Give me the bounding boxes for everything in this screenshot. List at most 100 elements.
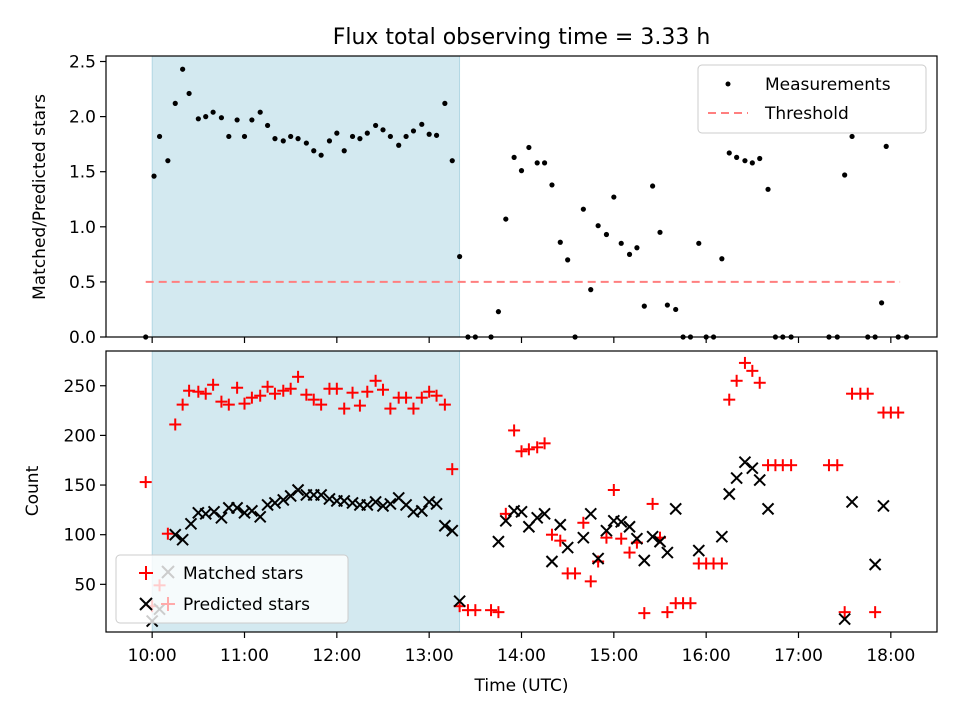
matched-star-point [492, 606, 505, 619]
measurement-point [618, 240, 624, 246]
measurement-point [249, 117, 255, 123]
predicted-star-point [453, 595, 466, 608]
measurement-point [726, 150, 732, 156]
top-y-ticks: 0.0 0.5 1.0 1.5 2.0 2.5 [69, 53, 106, 348]
legend-threshold-label: Threshold [764, 104, 849, 124]
measurement-point [518, 168, 525, 174]
legend-predicted-marker [139, 597, 153, 611]
top-legend-box [697, 64, 927, 134]
matched-star-point [623, 546, 636, 559]
matched-star-point [746, 364, 759, 377]
bottom-y-tick-label: 50 [74, 575, 96, 595]
matched-star-point [892, 406, 905, 419]
matched-star-point [369, 374, 382, 387]
measurement-point [396, 142, 402, 148]
predicted-star-point [838, 612, 851, 626]
predicted-star-point [284, 489, 297, 503]
bottom-y-tick-label: 100 [64, 526, 96, 546]
measurement-point [580, 206, 586, 212]
measurement-point [226, 133, 232, 140]
bottom-legend-box [115, 554, 349, 624]
top-y-tick-label: 2.0 [69, 108, 96, 128]
measurement-point [195, 116, 201, 122]
measurement-point [849, 133, 855, 140]
matched-star-point [245, 391, 258, 404]
x-tick-label: 12:00 [312, 646, 361, 666]
predicted-star-point [245, 504, 259, 518]
bottom-y-axis-label: Count [23, 465, 43, 516]
top-y-axis-label: Matched/Predicted stars [30, 94, 50, 300]
predicted-star-point [492, 535, 505, 548]
measurement-point [719, 256, 725, 262]
matched-star-point [869, 606, 882, 619]
matched-star-point [515, 445, 528, 458]
matched-star-point [330, 382, 343, 395]
matched-star-point [600, 531, 613, 544]
x-tick-label: 16:00 [682, 646, 731, 666]
measurement-point [742, 158, 748, 164]
matched-star-point [346, 386, 359, 399]
predicted-star-point [661, 546, 674, 559]
measurement-point [534, 160, 540, 166]
predicted-star-point [591, 552, 605, 565]
measurement-point [180, 66, 186, 72]
x-tick-label: 14:00 [497, 646, 546, 666]
measurement-point [664, 302, 670, 308]
matched-star-point [785, 459, 798, 472]
matched-star-point [485, 604, 498, 617]
matched-star-point [199, 387, 212, 400]
matched-star-point [577, 516, 590, 529]
top-y-tick-label: 0.5 [69, 273, 96, 293]
measurement-point [172, 100, 178, 106]
matched-star-point [176, 398, 189, 411]
bottom-legend: Matched stars Predicted stars [115, 554, 349, 624]
matched-star-point [753, 376, 766, 389]
predicted-star-point [600, 524, 613, 537]
matched-star-point [646, 497, 659, 510]
matched-star-point [277, 384, 290, 397]
measurement-point [511, 154, 517, 160]
predicted-stars-points [145, 456, 890, 628]
matched-star-point [254, 389, 267, 402]
measurement-point [634, 245, 640, 251]
predicted-star-point [446, 524, 459, 537]
measurement-point [626, 251, 633, 257]
measurement-point [326, 138, 333, 144]
predicted-star-point [715, 530, 729, 543]
predicted-star-point [554, 518, 567, 531]
bottom-y-tick-label: 250 [64, 377, 96, 397]
measurement-point [364, 130, 370, 136]
matched-star-point [238, 397, 251, 410]
measurement-point [280, 138, 286, 144]
bottom-x-ticks: 10:00 11:00 12:00 13:00 14:00 15:00 16:00 17:00… [128, 632, 915, 666]
matched-star-point [407, 402, 420, 415]
measurement-point [588, 287, 594, 293]
top-panel: 0.0 0.5 1.0 1.5 2.0 2.5 Flux total observing … [30, 25, 938, 348]
top-y-tick-label: 2.5 [69, 53, 96, 73]
measurement-point [373, 122, 379, 129]
measurement-point [311, 148, 317, 154]
predicted-star-point [561, 541, 574, 554]
predicted-star-point [615, 515, 628, 528]
predicted-star-point [877, 499, 890, 513]
predicted-star-point [361, 498, 374, 512]
top-legend: Measurements Threshold [697, 64, 927, 134]
matched-star-point [584, 575, 597, 588]
legend-matched-marker [139, 566, 153, 580]
measurement-point [210, 109, 216, 115]
matched-star-point [569, 567, 582, 580]
matched-star-point [353, 399, 366, 412]
predicted-star-point [169, 528, 182, 541]
predicted-star-point [653, 535, 667, 548]
matched-star-point [215, 395, 228, 408]
measurement-point [341, 148, 347, 154]
measurement-point [234, 117, 240, 123]
matched-star-point [661, 606, 674, 619]
matched-star-point [300, 388, 313, 401]
predicted-star-point [623, 520, 636, 533]
predicted-star-point [384, 497, 397, 511]
measurement-point [673, 306, 679, 313]
measurement-point [449, 158, 455, 164]
predicted-star-point [314, 488, 328, 502]
predicted-star-point [376, 499, 390, 513]
